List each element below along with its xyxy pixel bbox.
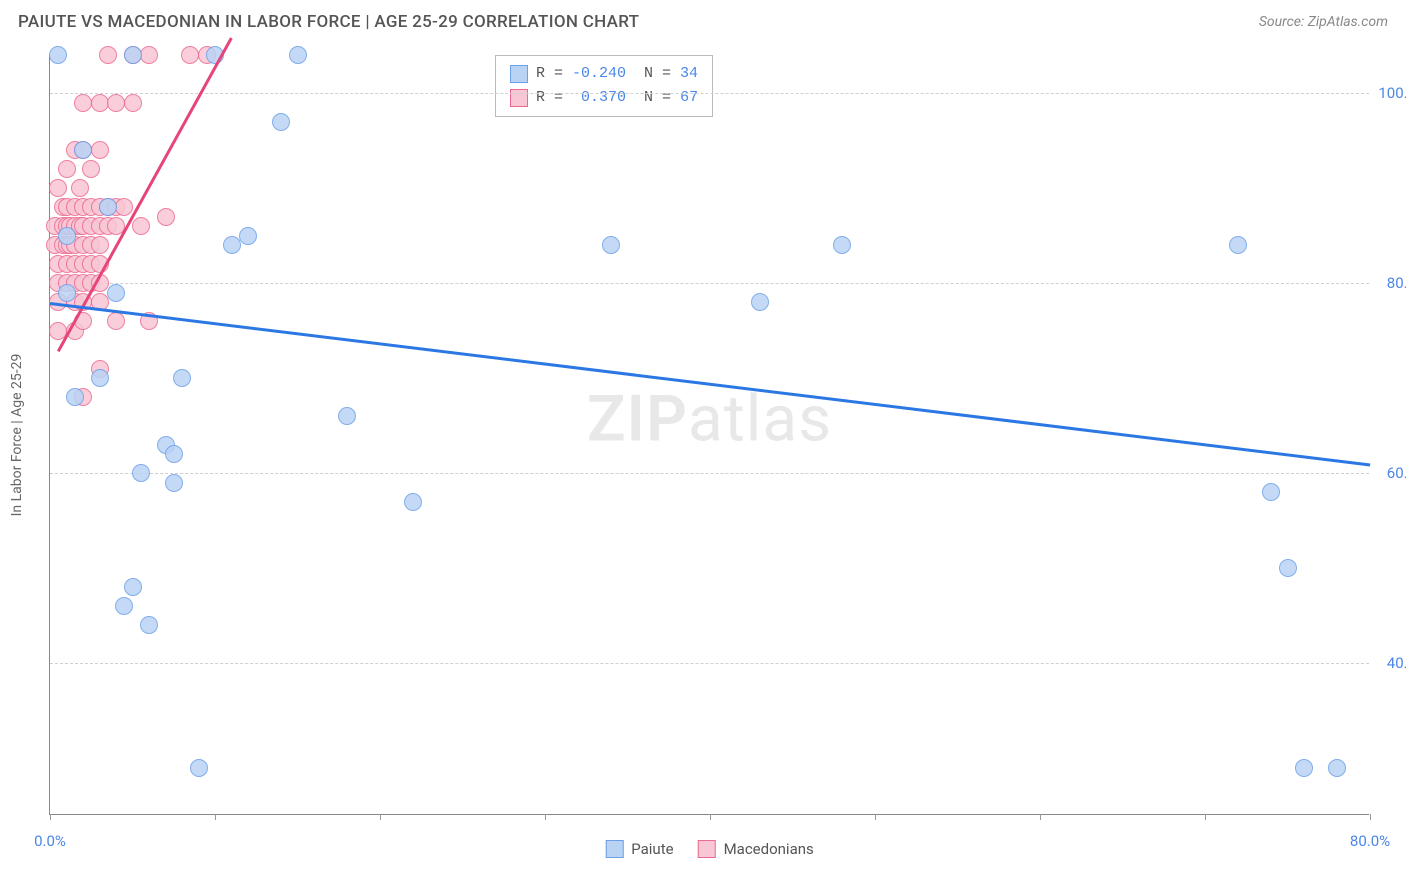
data-point (1328, 759, 1346, 777)
legend-item-paiute: Paiute (605, 840, 673, 858)
data-point (115, 597, 133, 615)
data-point (124, 46, 142, 64)
series-legend: Paiute Macedonians (605, 840, 814, 858)
data-point (49, 179, 67, 197)
y-tick-label: 60.0% (1371, 464, 1406, 482)
data-point (91, 369, 109, 387)
data-point (58, 284, 76, 302)
data-point (91, 236, 109, 254)
y-tick-label: 80.0% (1371, 274, 1406, 292)
data-point (751, 293, 769, 311)
x-tick (50, 814, 51, 820)
data-point (181, 46, 199, 64)
legend-swatch-macedonians (510, 89, 528, 107)
gridline (50, 93, 1369, 94)
data-point (132, 464, 150, 482)
data-point (66, 388, 84, 406)
data-point (71, 179, 89, 197)
data-point (165, 445, 183, 463)
chart-header: PAIUTE VS MACEDONIAN IN LABOR FORCE | AG… (0, 0, 1406, 38)
legend-stats-paiute: R = -0.240 N = 34 (536, 62, 698, 86)
data-point (173, 369, 191, 387)
legend-swatch-icon (605, 840, 623, 858)
data-point (140, 616, 158, 634)
data-point (99, 46, 117, 64)
correlation-legend: R = -0.240 N = 34 R = 0.370 N = 67 (495, 55, 713, 117)
data-point (239, 227, 257, 245)
x-tick (875, 814, 876, 820)
data-point (49, 46, 67, 64)
data-point (74, 94, 92, 112)
legend-label: Macedonians (724, 840, 814, 858)
source-attribution: Source: ZipAtlas.com (1259, 14, 1388, 30)
gridline (50, 283, 1369, 284)
data-point (115, 198, 133, 216)
x-tick (1205, 814, 1206, 820)
data-point (1229, 236, 1247, 254)
gridline (50, 473, 1369, 474)
chart-title: PAIUTE VS MACEDONIAN IN LABOR FORCE | AG… (18, 12, 639, 32)
x-tick-label: 0.0% (34, 832, 66, 850)
legend-swatch-paiute (510, 65, 528, 83)
data-point (91, 94, 109, 112)
data-point (124, 578, 142, 596)
x-tick (1370, 814, 1371, 820)
x-tick (710, 814, 711, 820)
data-point (338, 407, 356, 425)
legend-label: Paiute (631, 840, 673, 858)
trend-line (50, 302, 1370, 466)
legend-item-macedonians: Macedonians (698, 840, 814, 858)
data-point (223, 236, 241, 254)
data-point (1262, 483, 1280, 501)
data-point (82, 160, 100, 178)
x-tick (1040, 814, 1041, 820)
data-point (74, 141, 92, 159)
data-point (58, 227, 76, 245)
legend-stats-macedonians: R = 0.370 N = 67 (536, 86, 698, 110)
legend-row-paiute: R = -0.240 N = 34 (510, 62, 698, 86)
plot-area: ZIPatlas R = -0.240 N = 34 R = 0.370 N =… (49, 55, 1369, 815)
data-point (99, 198, 117, 216)
data-point (272, 113, 290, 131)
legend-swatch-icon (698, 840, 716, 858)
data-point (91, 141, 109, 159)
data-point (107, 312, 125, 330)
data-point (157, 208, 175, 226)
legend-row-macedonians: R = 0.370 N = 67 (510, 86, 698, 110)
data-point (1295, 759, 1313, 777)
data-point (165, 474, 183, 492)
data-point (190, 759, 208, 777)
x-tick (215, 814, 216, 820)
y-tick-label: 40.0% (1371, 654, 1406, 672)
y-tick-label: 100.0% (1371, 84, 1406, 102)
data-point (833, 236, 851, 254)
y-axis-title: In Labor Force | Age 25-29 (9, 354, 25, 517)
x-tick-label: 80.0% (1350, 832, 1390, 850)
data-point (132, 217, 150, 235)
data-point (602, 236, 620, 254)
x-tick (380, 814, 381, 820)
gridline (50, 663, 1369, 664)
data-point (1279, 559, 1297, 577)
data-point (404, 493, 422, 511)
data-point (107, 94, 125, 112)
data-point (140, 46, 158, 64)
data-point (107, 284, 125, 302)
data-point (58, 160, 76, 178)
x-tick (545, 814, 546, 820)
data-point (289, 46, 307, 64)
data-point (124, 94, 142, 112)
chart-container: In Labor Force | Age 25-29 ZIPatlas R = … (49, 55, 1369, 815)
